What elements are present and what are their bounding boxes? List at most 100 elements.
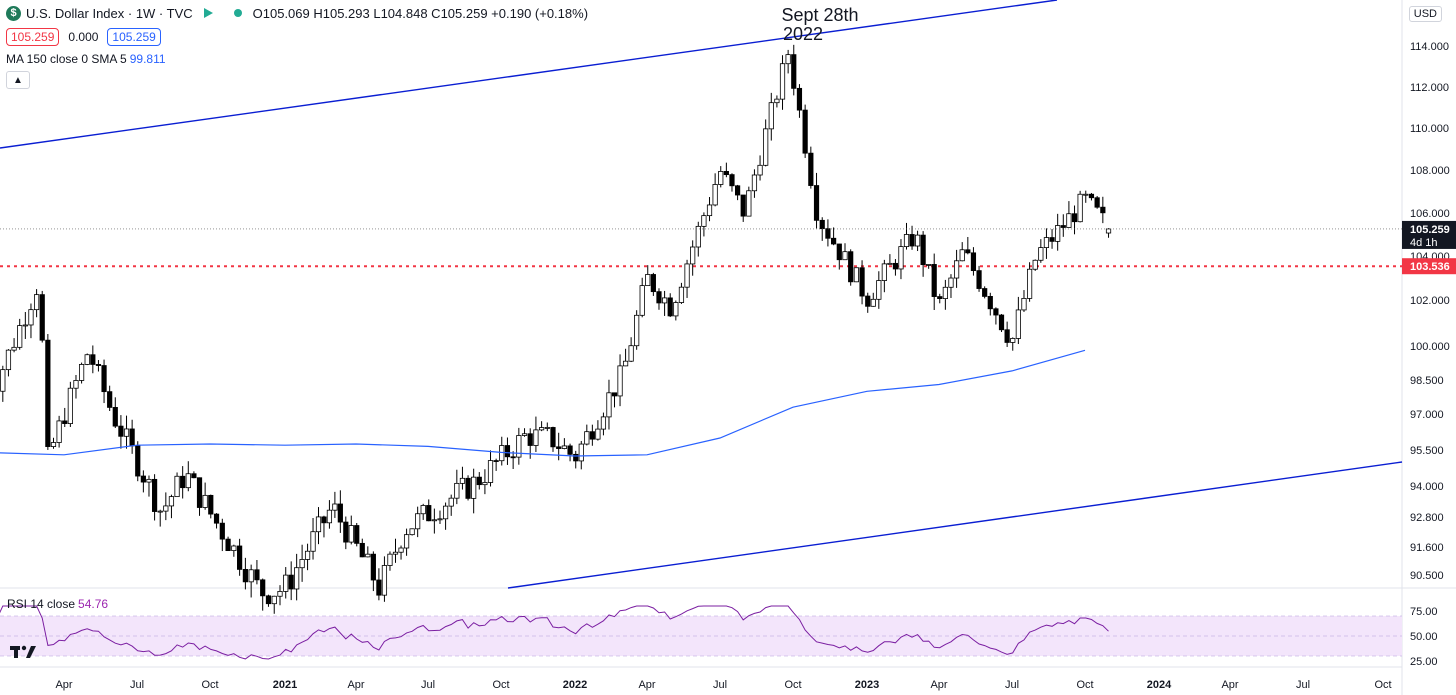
x-tick-label: Oct (492, 679, 509, 691)
upper-channel-line (0, 0, 1058, 149)
candle-body (998, 314, 1005, 331)
x-tick-label: Apr (930, 679, 947, 691)
candle-body (639, 285, 645, 316)
candle-body (237, 545, 243, 570)
rsi-y-tick-label: 50.00 (1410, 631, 1438, 643)
candle-body (219, 522, 225, 540)
candle-body (1094, 197, 1100, 208)
candle-body (265, 595, 272, 605)
x-tick-label: 2023 (855, 679, 879, 691)
candle-body (729, 174, 735, 187)
candle-body (926, 264, 932, 266)
candle-body (135, 445, 141, 477)
candle-body (101, 365, 107, 393)
candle-body (1043, 237, 1050, 249)
x-tick-label: Oct (1076, 679, 1093, 691)
x-tick-label: 2024 (1147, 679, 1172, 691)
candle-body (392, 551, 399, 555)
candle-body (718, 171, 724, 185)
y-tick-label: 110.000 (1410, 123, 1449, 135)
candle-body (712, 184, 718, 206)
y-tick-label: 94.000 (1410, 481, 1444, 493)
candle-body (78, 364, 85, 381)
candle-body (976, 270, 982, 289)
candle-body (157, 510, 163, 513)
candle-body (521, 433, 528, 436)
y-tick-label: 95.500 (1410, 445, 1444, 457)
candle-body (5, 349, 12, 371)
candle-body (661, 297, 668, 304)
y-tick-label: 106.000 (1410, 208, 1450, 220)
candle-body (343, 521, 349, 543)
x-tick-label: Jul (130, 679, 144, 691)
candle-body (348, 525, 354, 543)
candle-body (1010, 338, 1016, 343)
candle-body (1015, 309, 1021, 339)
candle-body (354, 525, 360, 544)
x-tick-label: Jul (421, 679, 435, 691)
candle-body (315, 516, 322, 533)
candle-body (606, 392, 612, 418)
candle-body (271, 595, 277, 605)
candle-body (196, 477, 203, 508)
candle-body (909, 234, 915, 247)
candle-body (283, 574, 289, 592)
rsi-label[interactable]: RSI 14 close (7, 597, 76, 611)
candle-body (813, 185, 820, 221)
candle-body (516, 435, 522, 458)
candle-body (948, 277, 954, 288)
candle-body (431, 519, 437, 522)
candle-body (326, 509, 333, 524)
candle-body (914, 234, 921, 247)
candle-body (887, 262, 893, 265)
candle-body (584, 431, 590, 445)
x-tick-label: Apr (55, 679, 72, 691)
sell-price[interactable]: 105.259 (6, 28, 60, 46)
candle-body (848, 251, 854, 283)
candle-body (701, 215, 707, 227)
candle-body (493, 460, 499, 462)
candle-body (870, 298, 876, 307)
candle-body (673, 302, 679, 317)
candle-body (836, 243, 842, 261)
chevron-up-icon[interactable]: ▲ (6, 71, 30, 89)
candle-body (39, 294, 45, 341)
currency-selector[interactable]: USD (1408, 6, 1442, 22)
ma-indicator-label[interactable]: MA 150 close 0 SMA 5 (6, 52, 127, 66)
y-tick-label: 112.000 (1410, 82, 1449, 94)
candle-body (294, 567, 300, 590)
candle-body (539, 427, 545, 431)
x-tick-label: Apr (1221, 679, 1238, 691)
candle-body (107, 391, 113, 408)
tradingview-logo-icon (10, 645, 36, 658)
candle-body (567, 445, 573, 455)
candle-body (1077, 193, 1083, 223)
candle-body (95, 364, 102, 366)
candle-body (398, 547, 404, 553)
candle-body (487, 460, 494, 483)
candle-body (903, 234, 910, 248)
candle-body (544, 427, 550, 429)
symbol-title[interactable]: U.S. Dollar Index · 1W · TVC (26, 5, 193, 21)
candle-body (185, 473, 191, 489)
candle-body (254, 569, 260, 581)
ohlc-values: O105.069 H105.293 L104.848 C105.259 +0.1… (252, 5, 589, 21)
candle-body (420, 505, 426, 515)
x-tick-label: Oct (1374, 679, 1391, 691)
countdown-label: 4d 1h (1410, 237, 1438, 249)
candle-body (595, 428, 601, 440)
candle-body (510, 456, 516, 459)
candle-body (695, 225, 701, 248)
candle-body (561, 445, 567, 449)
candle-body (0, 369, 6, 392)
candle-body (1021, 298, 1027, 311)
buy-price[interactable]: 105.259 (107, 28, 161, 46)
current-price-label: 105.259 (1410, 224, 1450, 236)
candle-body (1026, 268, 1033, 299)
support-price-label: 103.536 (1410, 261, 1450, 273)
candle-body (504, 445, 511, 458)
candle-body (650, 274, 656, 293)
rsi-y-tick-label: 25.00 (1410, 656, 1438, 668)
candle-body (791, 54, 797, 89)
